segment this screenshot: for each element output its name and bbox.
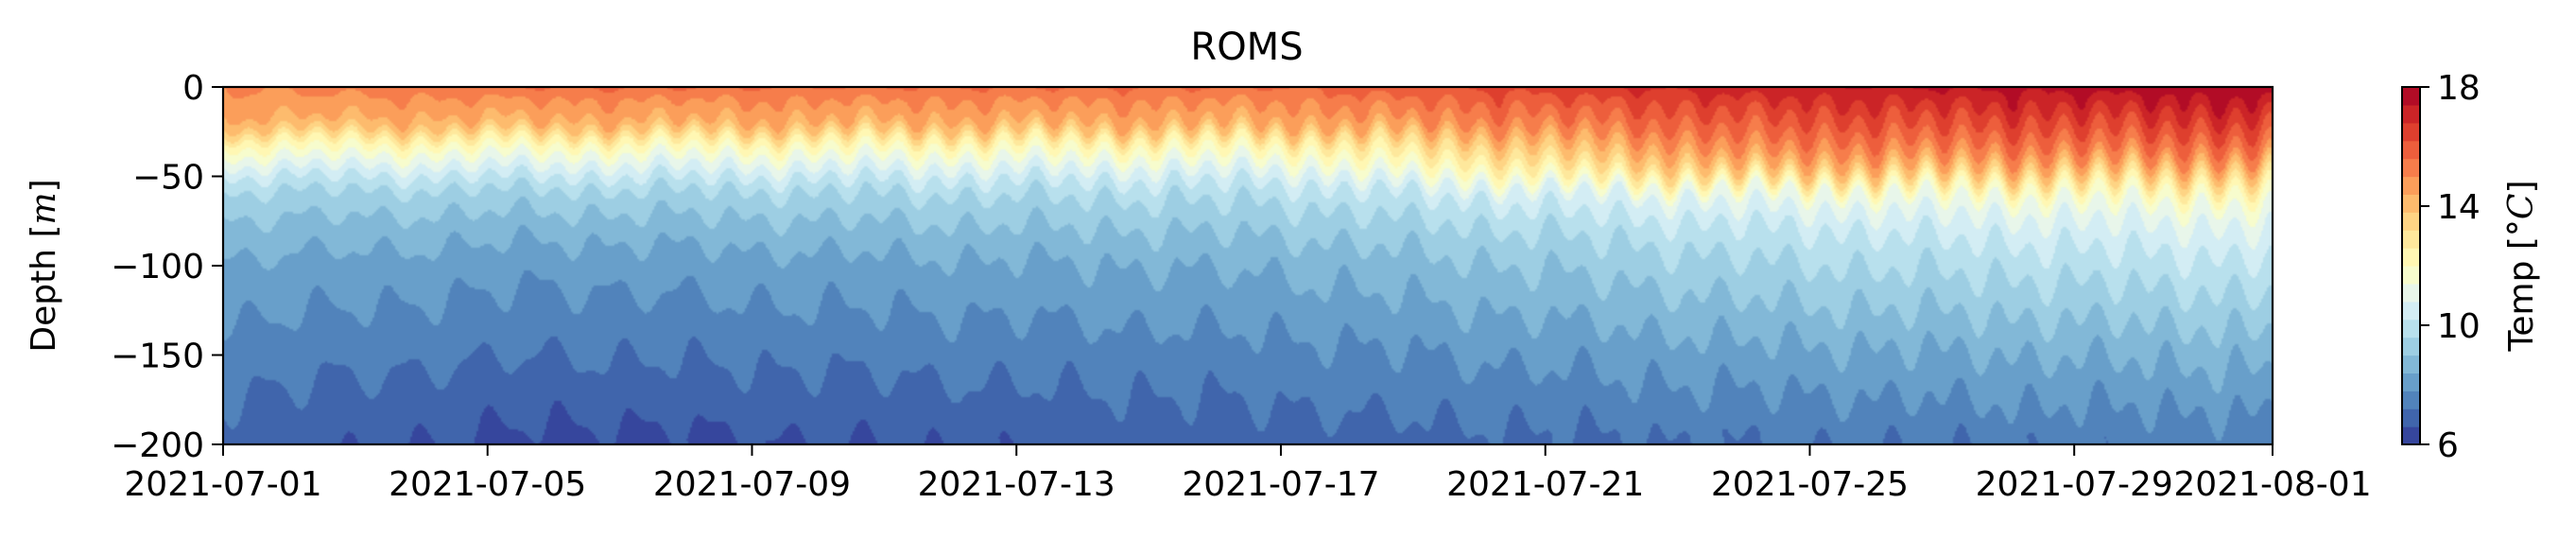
colorbar-band	[2402, 104, 2420, 124]
x-tick-label: 2021-07-13	[918, 465, 1115, 504]
y-tick-label: −50	[132, 159, 204, 198]
colorbar-label-unit: °C	[2502, 194, 2541, 237]
colorbar-band	[2402, 122, 2420, 142]
colorbar-band	[2402, 87, 2420, 106]
x-tick-label: 2021-07-05	[389, 465, 586, 504]
colorbar-band	[2402, 194, 2420, 213]
colorbar-tick-label: 14	[2437, 188, 2481, 227]
chart-title: ROMS	[1190, 26, 1303, 69]
y-axis-label-unit: m	[25, 192, 63, 224]
y-axis-label-main: Depth [	[25, 225, 63, 353]
x-tick-label: 2021-07-21	[1446, 465, 1644, 504]
colorbar-band	[2402, 212, 2420, 231]
temperature-heatmap	[223, 87, 2273, 444]
colorbar: 6 10 14 18 Temp [°C]	[2401, 69, 2541, 465]
colorbar-tick-label: 10	[2437, 307, 2481, 346]
y-tick-label: −150	[111, 338, 204, 376]
colorbar-band	[2402, 248, 2420, 267]
colorbar-band	[2402, 337, 2420, 356]
x-tick-label: 2021-07-01	[124, 465, 321, 504]
x-tick-label: 2021-07-09	[653, 465, 851, 504]
colorbar-band	[2402, 319, 2420, 338]
colorbar-label-end: ]	[2502, 180, 2541, 193]
colorbar-band	[2402, 266, 2420, 285]
x-axis-ticks: 2021-07-01 2021-07-05 2021-07-09 2021-07-13…	[124, 444, 2372, 504]
colorbar-band	[2402, 355, 2420, 373]
colorbar-band	[2402, 140, 2420, 160]
x-tick-label: 2021-07-25	[1711, 465, 1909, 504]
colorbar-frame	[2401, 86, 2421, 445]
colorbar-label: Temp [°C]	[2502, 180, 2541, 352]
x-tick-label: 2021-08-01	[2173, 465, 2371, 504]
y-tick-label: −200	[111, 426, 204, 465]
y-axis-label: Depth [m]	[25, 179, 63, 352]
colorbar-band	[2402, 301, 2420, 321]
y-tick-label: 0	[182, 69, 204, 108]
x-tick-label: 2021-07-29	[1976, 465, 2173, 504]
colorbar-bands	[2402, 87, 2420, 445]
colorbar-label-main: Temp [	[2502, 236, 2541, 352]
heatmap-plot-area	[221, 85, 2274, 446]
x-tick-label: 2021-07-17	[1182, 465, 1379, 504]
colorbar-tick-label: 6	[2437, 426, 2459, 465]
colorbar-band	[2402, 408, 2420, 427]
colorbar-band	[2402, 373, 2420, 391]
colorbar-band	[2402, 176, 2420, 195]
colorbar-band	[2402, 283, 2420, 303]
colorbar-band	[2402, 390, 2420, 409]
y-axis-ticks: 0 −50 −100 −150 −200	[111, 69, 223, 465]
colorbar-ticks: 6 10 14 18	[2420, 69, 2481, 465]
y-axis-label-end: ]	[25, 179, 63, 192]
colorbar-band	[2402, 158, 2420, 178]
y-tick-label: −100	[111, 248, 204, 286]
colorbar-band	[2402, 426, 2420, 445]
colorbar-band	[2402, 230, 2420, 249]
colorbar-tick-label: 18	[2437, 69, 2481, 108]
